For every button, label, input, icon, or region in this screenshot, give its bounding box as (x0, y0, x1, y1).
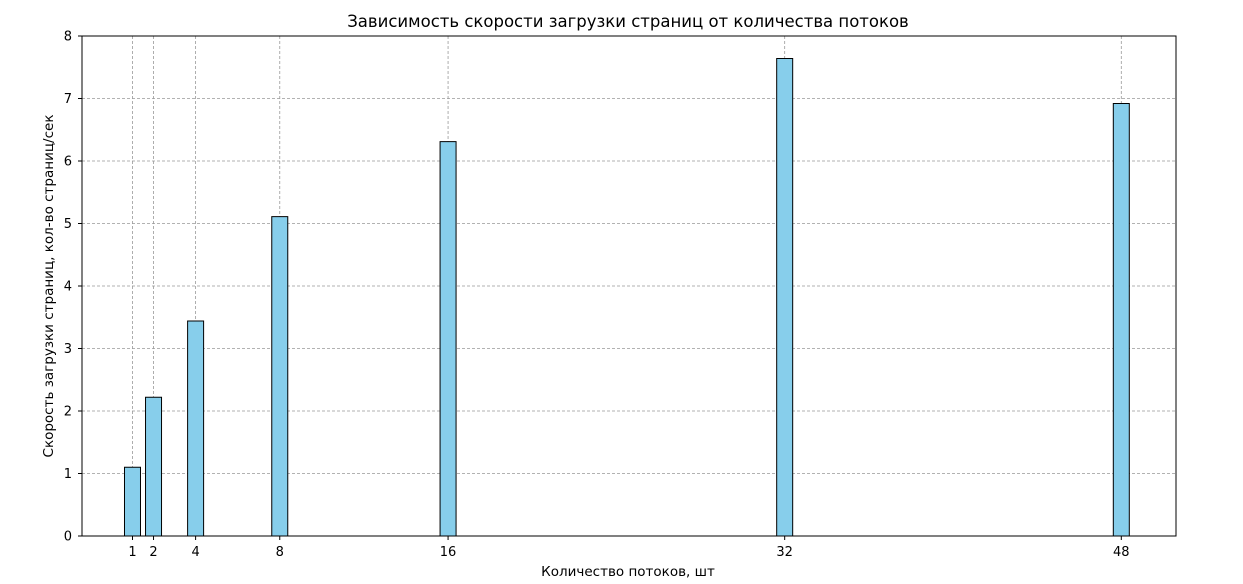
bar-32 (776, 58, 794, 537)
y-tick-label: 2 (64, 405, 72, 420)
x-axis: 1 2 4 8 16 32 48 (128, 536, 1130, 560)
x-axis-title: Количество потоков, шт (541, 564, 715, 580)
x-tick-label: 1 (128, 545, 136, 560)
y-tick-label: 0 (64, 530, 72, 545)
x-tick-label: 2 (149, 545, 157, 560)
x-tick-label: 32 (776, 545, 793, 560)
bar-1 (123, 466, 141, 537)
bar-2 (145, 396, 163, 537)
grid (82, 35, 1176, 537)
bar-4 (187, 320, 205, 537)
y-tick-label: 8 (64, 30, 72, 45)
y-tick-label: 1 (64, 467, 72, 482)
chart-title: Зависимость скорости загрузки страниц от… (347, 12, 909, 31)
bars (123, 58, 1130, 537)
y-tick-label: 3 (64, 342, 72, 357)
y-tick-label: 6 (64, 155, 72, 170)
bar-48 (1112, 103, 1130, 537)
y-axis-title: Скорость загрузки страниц, кол-во страни… (41, 115, 57, 458)
x-tick-label: 4 (191, 545, 199, 560)
y-axis: 0 1 2 3 4 5 6 7 8 (64, 30, 82, 545)
y-tick-label: 7 (64, 92, 72, 107)
y-tick-label: 5 (64, 217, 72, 232)
bar-8 (271, 216, 289, 537)
x-tick-label: 16 (440, 545, 457, 560)
bar-16 (439, 141, 457, 537)
x-tick-label: 8 (276, 545, 284, 560)
x-tick-label: 48 (1113, 545, 1130, 560)
y-tick-label: 4 (64, 280, 72, 295)
